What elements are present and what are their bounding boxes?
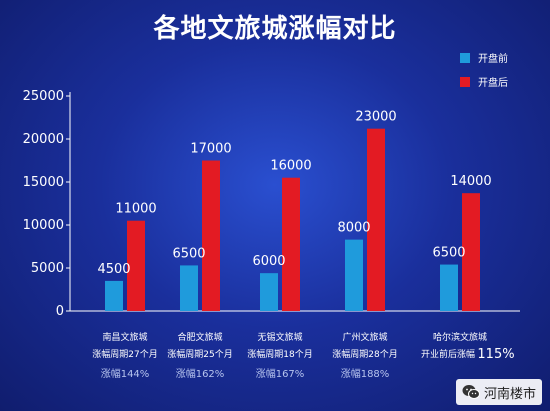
bar-before: [440, 264, 458, 311]
increase-label: 涨幅162%: [176, 367, 225, 380]
data-label: 6500: [432, 246, 465, 261]
legend-swatch-before: [460, 53, 470, 63]
period-label: 涨幅周期28个月: [332, 348, 397, 360]
bar-after: [127, 220, 145, 311]
data-label: 6000: [252, 254, 285, 269]
category-label: 合肥文旅城: [177, 331, 222, 343]
bar-before: [260, 273, 278, 311]
increase-label: 涨幅167%: [256, 367, 305, 380]
legend-swatch-after: [460, 77, 470, 87]
y-tick-label: 5000: [31, 261, 64, 276]
bar-after: [282, 177, 300, 311]
increase-label: 涨幅144%: [101, 367, 150, 380]
category-label: 南昌文旅城: [102, 331, 147, 343]
wechat-icon: [462, 385, 480, 399]
watermark: 河南楼市: [455, 379, 542, 405]
legend-label: 开盘后: [478, 76, 508, 89]
bars: [105, 128, 480, 311]
data-label: 8000: [337, 221, 370, 236]
labels: 4500 6500 6000 8000 6500 11000 17000 16000 23000…: [92, 110, 514, 380]
bar-after: [367, 128, 385, 311]
data-label: 17000: [190, 142, 231, 157]
y-tick-label: 25000: [23, 89, 64, 104]
y-tick-label: 10000: [23, 218, 64, 233]
data-label: 14000: [450, 174, 491, 189]
period-label: 涨幅周期25个月: [167, 348, 232, 360]
bar-before: [105, 280, 123, 311]
period-label: 涨幅周期27个月: [92, 348, 157, 360]
category-label: 无锡文旅城: [257, 331, 302, 343]
category-label: 哈尔滨文旅城: [433, 331, 487, 343]
data-label: 4500: [97, 262, 130, 277]
category-label: 广州文旅城: [342, 331, 387, 343]
increase-label: 涨幅188%: [341, 367, 390, 380]
data-label: 6500: [172, 246, 205, 261]
y-tick-label: 15000: [23, 175, 64, 190]
bar-before: [345, 239, 363, 311]
data-label: 23000: [355, 110, 396, 125]
bar-before: [180, 265, 198, 311]
increase-label: 115%: [477, 347, 514, 362]
watermark-text: 河南楼市: [483, 386, 536, 402]
y-tick-label: 20000: [23, 132, 64, 147]
bar-after: [462, 193, 480, 311]
period-label: 涨幅周期18个月: [247, 348, 312, 360]
data-label: 16000: [270, 159, 311, 174]
data-label: 11000: [115, 202, 156, 217]
chart-title: 各地文旅城涨幅对比: [153, 14, 397, 44]
bar-after: [202, 160, 220, 311]
legend-label: 开盘前: [478, 52, 508, 65]
y-tick-label: 0: [56, 304, 64, 319]
period-label: 开业前后涨幅: [421, 348, 475, 360]
